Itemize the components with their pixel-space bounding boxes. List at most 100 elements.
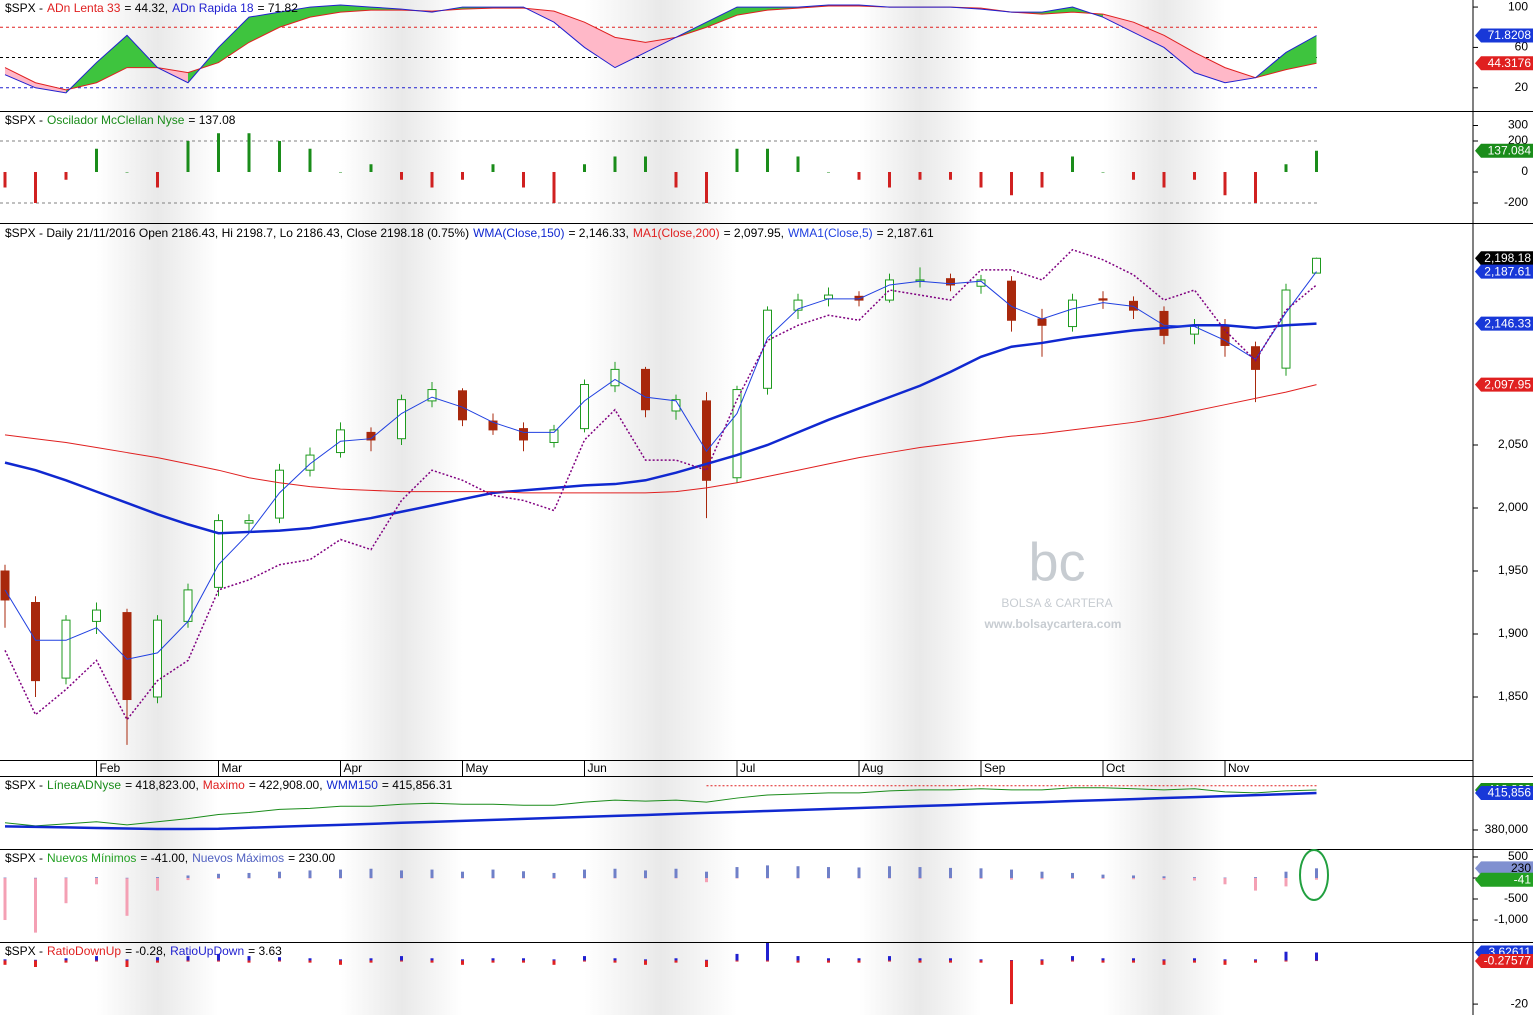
bar bbox=[125, 960, 129, 967]
bar bbox=[735, 148, 739, 172]
bar bbox=[461, 960, 464, 965]
bar bbox=[827, 867, 830, 878]
bar bbox=[156, 171, 159, 188]
bar bbox=[308, 958, 312, 961]
bar bbox=[1132, 958, 1135, 961]
fill-area bbox=[737, 7, 768, 16]
watermark: bc BOLSA & CARTERA www.bolsaycartera.com bbox=[984, 532, 1122, 631]
candle-body bbox=[1251, 346, 1260, 370]
month-band bbox=[584, 0, 737, 1015]
bar bbox=[827, 171, 830, 173]
x-tick-label: Apr bbox=[344, 761, 363, 775]
bar bbox=[430, 958, 434, 961]
x-tick-label: Oct bbox=[1106, 761, 1125, 775]
bar bbox=[430, 171, 434, 188]
bar bbox=[1010, 877, 1013, 880]
candle-body bbox=[732, 389, 742, 479]
fill-area bbox=[706, 7, 737, 28]
bar bbox=[1315, 150, 1318, 172]
legend-name: ADn Lenta 33 bbox=[47, 1, 121, 15]
bar bbox=[857, 960, 861, 963]
bar bbox=[3, 959, 7, 961]
value-tag-label: -0.27577 bbox=[1484, 954, 1532, 968]
y-tick-label: 1,950 bbox=[1498, 563, 1528, 577]
series-line bbox=[4, 384, 1317, 494]
bar bbox=[735, 953, 739, 961]
bar bbox=[34, 960, 37, 967]
bar bbox=[1162, 959, 1166, 961]
panel-header: $SPX - Daily 21/11/2016 Open 2186.43, Hi… bbox=[5, 226, 934, 240]
bar bbox=[491, 877, 495, 879]
bar bbox=[979, 959, 983, 961]
y-tick-label: 0 bbox=[1521, 164, 1528, 178]
y-tick-label: 200 bbox=[1508, 133, 1528, 147]
bar bbox=[583, 869, 586, 878]
bar bbox=[857, 958, 861, 961]
bar bbox=[186, 875, 190, 878]
x-tick-label: Nov bbox=[1228, 761, 1249, 775]
candle-body bbox=[793, 299, 803, 311]
legend-name: LíneaADNyse bbox=[47, 778, 121, 792]
bar bbox=[796, 877, 800, 879]
bar bbox=[64, 960, 68, 963]
bar bbox=[247, 960, 251, 963]
bar bbox=[1010, 960, 1013, 961]
legend-readout: = 137.08 bbox=[188, 113, 235, 127]
candle-body bbox=[702, 400, 711, 481]
bar bbox=[796, 960, 800, 963]
bar bbox=[95, 956, 98, 961]
value-tag-label: 2,198.18 bbox=[1484, 251, 1531, 265]
y-tick-label: -200 bbox=[1504, 195, 1528, 209]
bar bbox=[1284, 960, 1288, 962]
legend-readout: = 418,823.00, bbox=[125, 778, 199, 792]
bar bbox=[888, 956, 891, 961]
bar bbox=[674, 958, 678, 961]
bar bbox=[1101, 171, 1105, 173]
value-tag-label: 137.084 bbox=[1488, 143, 1532, 157]
candle-body bbox=[92, 609, 101, 622]
fill-area bbox=[1164, 35, 1195, 73]
y-tick-label: -500 bbox=[1504, 891, 1528, 905]
bar bbox=[1254, 959, 1257, 961]
bar bbox=[125, 171, 129, 173]
bar bbox=[461, 871, 464, 878]
bar bbox=[644, 877, 647, 879]
bar bbox=[217, 960, 220, 962]
bar bbox=[888, 866, 891, 878]
month-bands bbox=[96, 0, 1225, 1015]
bar bbox=[705, 877, 708, 883]
legend-readout: = -41.00, bbox=[140, 851, 188, 865]
bar bbox=[735, 960, 739, 962]
bar bbox=[278, 871, 281, 878]
y-tick-label: 20 bbox=[1515, 80, 1529, 94]
bar bbox=[34, 171, 37, 204]
candle-body bbox=[214, 520, 223, 588]
bar bbox=[827, 877, 830, 879]
candle-body bbox=[397, 399, 406, 440]
y-tick-label: 500 bbox=[1508, 849, 1528, 863]
x-tick-label: Jul bbox=[740, 761, 755, 775]
fill-area bbox=[1286, 35, 1317, 70]
bar bbox=[1040, 877, 1044, 880]
x-tick-label: Sep bbox=[984, 761, 1006, 775]
bar bbox=[705, 871, 708, 878]
legend-name: MA1(Close,200) bbox=[633, 226, 720, 240]
bar bbox=[583, 164, 586, 172]
value-tag-label: -41 bbox=[1514, 872, 1532, 886]
watermark-name: BOLSA & CARTERA bbox=[1001, 596, 1112, 610]
bar bbox=[766, 943, 769, 961]
bar bbox=[979, 960, 983, 963]
series-line bbox=[4, 248, 1317, 722]
bar bbox=[1101, 877, 1105, 879]
legend-name: Nuevos Máximos bbox=[192, 851, 284, 865]
bar bbox=[156, 957, 159, 961]
candle-body bbox=[31, 601, 40, 682]
fill-area bbox=[1225, 67, 1256, 83]
bar bbox=[278, 877, 281, 879]
bar bbox=[125, 877, 129, 916]
bar bbox=[1162, 960, 1166, 965]
bar bbox=[339, 877, 342, 879]
candle-body bbox=[946, 278, 955, 286]
candle-body bbox=[153, 619, 162, 698]
x-tick-label: Aug bbox=[862, 761, 883, 775]
